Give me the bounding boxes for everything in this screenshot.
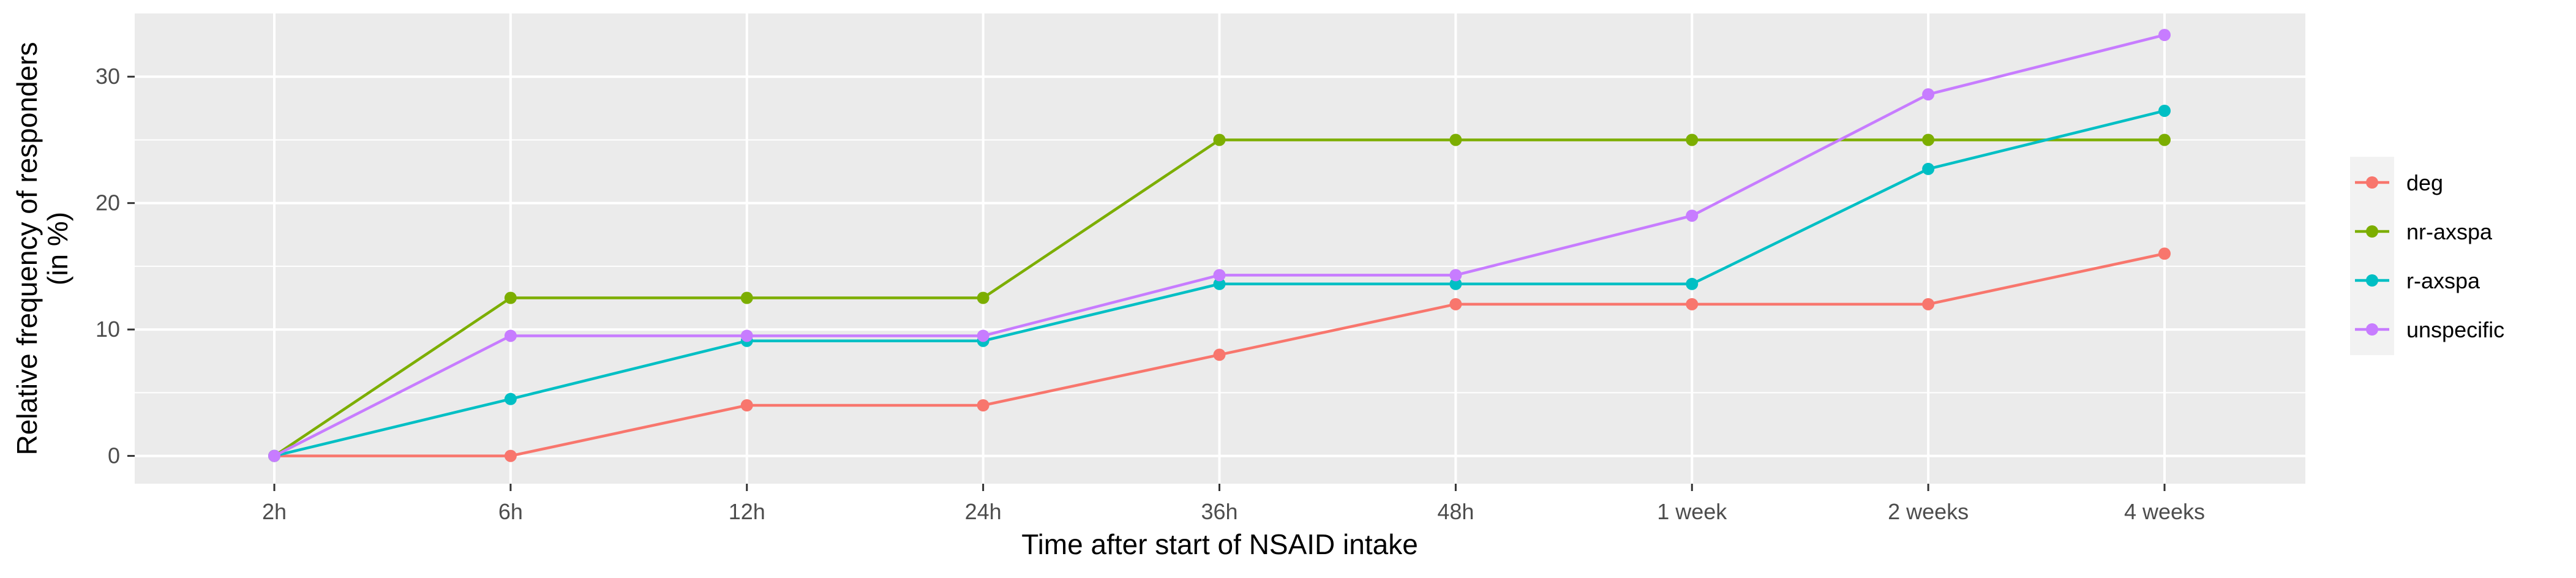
y-tick-label: 20 (96, 190, 120, 216)
data-point-r-axspa (1449, 277, 1462, 290)
data-point-nr-axspa (1213, 133, 1226, 146)
y-axis: 0 10 20 30 (96, 64, 135, 468)
x-tick-label: 24h (965, 499, 1002, 524)
y-axis-title: Relative frequency of responders (in %) (11, 42, 73, 455)
x-tick-label: 6h (498, 499, 523, 524)
y-axis-title-line-2: (in %) (42, 212, 73, 285)
data-point-unspecific (268, 449, 280, 462)
data-point-deg (1213, 348, 1226, 361)
x-tick-label: 1 week (1657, 499, 1727, 524)
data-point-deg (1922, 298, 1935, 310)
y-axis-title-line-1: Relative frequency of responders (11, 42, 43, 455)
data-point-unspecific (740, 329, 753, 342)
data-point-deg (2158, 247, 2171, 260)
data-point-unspecific (1449, 269, 1462, 282)
data-point-deg (504, 449, 517, 462)
data-point-r-axspa (1922, 162, 1935, 175)
data-point-nr-axspa (1922, 133, 1935, 146)
data-point-r-axspa (504, 392, 517, 405)
legend-key-point-unspecific (2366, 323, 2378, 336)
data-point-r-axspa (1686, 277, 1699, 290)
y-tick-label: 10 (96, 317, 120, 342)
legend-label-nr-axspa: nr-axspa (2406, 219, 2493, 244)
x-tick-label: 12h (729, 499, 765, 524)
x-tick-label: 2h (262, 499, 287, 524)
x-axis: 2h 6h 12h 24h 36h 48h 1 week 2 weeks 4 weeks (262, 484, 2205, 524)
data-point-unspecific (1213, 269, 1226, 282)
data-point-r-axspa (2158, 104, 2171, 117)
data-point-unspecific (1922, 88, 1935, 101)
y-tick-label: 30 (96, 64, 120, 89)
data-point-nr-axspa (504, 291, 517, 304)
data-point-unspecific (2158, 29, 2171, 42)
data-point-nr-axspa (977, 291, 989, 304)
x-tick-label: 48h (1437, 499, 1474, 524)
data-point-unspecific (977, 329, 989, 342)
x-axis-title: Time after start of NSAID intake (1021, 528, 1418, 560)
legend-label-unspecific: unspecific (2406, 317, 2504, 342)
data-point-r-axspa (1213, 277, 1226, 290)
legend: deg nr-axspa r-axspa unspecific (2350, 157, 2504, 355)
legend-label-r-axspa: r-axspa (2406, 268, 2480, 293)
data-point-deg (1686, 298, 1699, 310)
data-point-nr-axspa (740, 291, 753, 304)
x-tick-label: 4 weeks (2124, 499, 2205, 524)
legend-key-background (2350, 157, 2394, 355)
x-tick-label: 2 weeks (1888, 499, 1969, 524)
legend-entries: deg nr-axspa r-axspa unspecific (2355, 170, 2504, 342)
y-tick-label: 0 (108, 443, 120, 468)
legend-label-deg: deg (2406, 170, 2443, 195)
data-point-nr-axspa (1686, 133, 1699, 146)
x-tick-label: 36h (1201, 499, 1237, 524)
legend-key-point-deg (2366, 176, 2378, 189)
data-point-unspecific (504, 329, 517, 342)
data-point-nr-axspa (2158, 133, 2171, 146)
legend-key-point-r-axspa (2366, 274, 2378, 287)
data-point-nr-axspa (1449, 133, 1462, 146)
data-point-unspecific (1686, 209, 1699, 222)
series-layer (268, 29, 2171, 462)
data-point-deg (1449, 298, 1462, 310)
data-point-deg (740, 399, 753, 411)
data-point-deg (977, 399, 989, 411)
legend-key-point-nr-axspa (2366, 225, 2378, 238)
